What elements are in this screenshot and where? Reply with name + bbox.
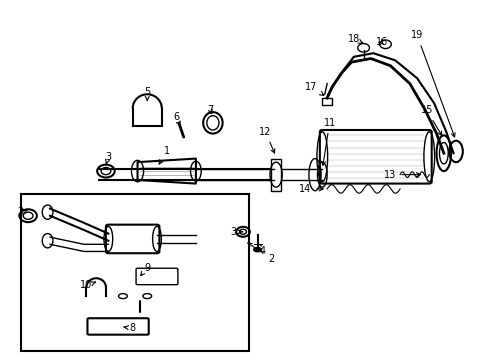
Text: 9: 9 bbox=[141, 262, 150, 275]
Text: 13: 13 bbox=[384, 170, 420, 180]
Text: 10: 10 bbox=[80, 280, 95, 291]
Text: 18: 18 bbox=[347, 34, 362, 44]
Text: 16: 16 bbox=[375, 37, 387, 48]
Text: 7: 7 bbox=[207, 105, 213, 115]
Text: 5: 5 bbox=[144, 87, 150, 100]
Text: 12: 12 bbox=[259, 127, 274, 153]
Text: 2: 2 bbox=[247, 243, 274, 264]
Text: 1: 1 bbox=[159, 147, 169, 164]
Ellipse shape bbox=[253, 248, 261, 252]
Text: 3: 3 bbox=[18, 207, 27, 217]
Text: 4: 4 bbox=[258, 243, 265, 256]
Text: 14: 14 bbox=[299, 184, 323, 194]
Text: 19: 19 bbox=[410, 30, 454, 137]
Text: 6: 6 bbox=[173, 112, 180, 126]
Text: 8: 8 bbox=[123, 323, 136, 333]
Text: 3: 3 bbox=[105, 152, 111, 165]
Text: 11: 11 bbox=[321, 118, 335, 165]
Bar bbox=[21, 194, 249, 351]
Text: 3: 3 bbox=[230, 227, 242, 237]
Text: 15: 15 bbox=[420, 105, 441, 135]
Text: 17: 17 bbox=[305, 82, 323, 95]
